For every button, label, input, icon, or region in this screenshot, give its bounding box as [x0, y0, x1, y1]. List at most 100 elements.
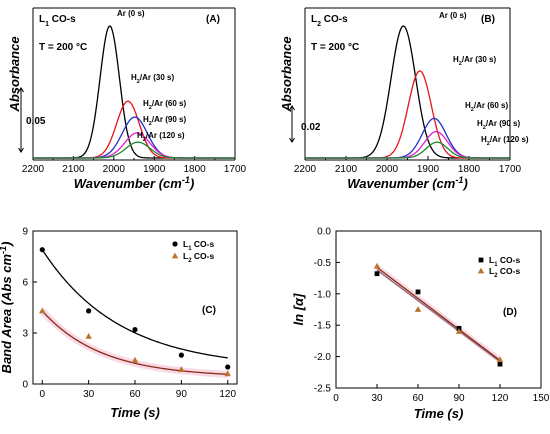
- x-tick-label: 1800: [458, 164, 481, 175]
- temperature-label: T = 200 °C: [39, 42, 87, 53]
- y-tick-label: -1.0: [314, 289, 332, 300]
- legend-marker: [171, 252, 179, 259]
- x-tick-label: 2000: [376, 164, 399, 175]
- x-tick-label: 120: [492, 393, 509, 404]
- temperature-label: T = 200 °C: [311, 42, 359, 53]
- series-label: H2/Ar (120 s): [481, 135, 529, 147]
- x-tick-label: 1700: [224, 164, 247, 175]
- panel-label: (B): [481, 14, 495, 25]
- data-point: [414, 306, 422, 312]
- data-point: [224, 370, 231, 377]
- data-point: [497, 361, 503, 367]
- x-tick-label: 150: [533, 393, 550, 404]
- y-tick-label: 0: [22, 380, 28, 391]
- series-label: Ar (0 s): [117, 9, 145, 18]
- legend-label: L1 CO-s: [489, 255, 520, 268]
- x-tick-label: 1700: [499, 164, 522, 175]
- x-tick-label: 1900: [143, 164, 166, 175]
- y-tick-label: 6: [22, 278, 28, 289]
- series-label: Ar (0 s): [439, 11, 467, 20]
- y-tick-label: 3: [22, 329, 28, 340]
- legend-marker: [172, 241, 178, 247]
- x-axis-label: Wavenumber (cm-1): [347, 175, 468, 191]
- y-tick-label: -1.5: [314, 321, 332, 332]
- data-point: [496, 356, 504, 363]
- y-tick-label: -2.0: [314, 352, 332, 363]
- data-point: [178, 366, 185, 372]
- plot-frame: [335, 230, 542, 389]
- ln-alpha-panel: 0 30 60 90 120 150 0.0 -0.5 -1.0 -1.5 -2.0 -2.5 L1 C…: [291, 227, 550, 422]
- panel-label: (A): [206, 14, 220, 25]
- panel-label: (C): [202, 305, 216, 316]
- x-axis-label: Time (s): [110, 405, 160, 420]
- y-tick-label: -0.5: [314, 258, 332, 269]
- data-point: [86, 308, 92, 314]
- spectrum-panel-a: 2200 2100 2000 1900 1800 1700 Ar (0 s) H2/Ar (3…: [7, 7, 247, 191]
- scale-bar-arrow: [289, 137, 295, 143]
- sample-label: L2 CO-s: [311, 14, 348, 28]
- fit-line: [376, 266, 501, 361]
- y-tick-label: -2.5: [314, 384, 332, 395]
- spectrum-line: [305, 70, 510, 159]
- series-label: H2/Ar (90 s): [477, 119, 520, 131]
- series-label: H2/Ar (60 s): [465, 101, 508, 113]
- x-tick-label: 2100: [335, 164, 358, 175]
- legend-label: L1 CO-s: [183, 239, 214, 252]
- series-label: H2/Ar (30 s): [131, 73, 174, 85]
- data-point: [131, 356, 139, 363]
- data-point: [373, 262, 381, 269]
- x-tick-label: 60: [412, 393, 424, 404]
- y-axis-label: ln [α]: [291, 293, 306, 326]
- data-point: [178, 352, 184, 358]
- scale-bar-arrow: [289, 105, 295, 111]
- spectrum-line: [33, 141, 235, 159]
- x-tick-label: 2200: [294, 164, 317, 175]
- legend-label: L2 CO-s: [183, 251, 214, 264]
- x-tick-label: 2100: [62, 164, 85, 175]
- spectrum-line: [33, 100, 235, 159]
- data-point: [39, 247, 45, 253]
- series-label: H2/Ar (120 s): [137, 131, 185, 143]
- data-point: [455, 328, 463, 334]
- data-point: [225, 364, 231, 370]
- series-label: H2/Ar (90 s): [143, 115, 186, 127]
- data-point: [132, 327, 138, 333]
- panel-label: (D): [503, 307, 517, 318]
- band-area-panel: 0 30 60 90 120 0 3 6 9 L1 CO-sL2 CO-s (C) Time (s) B…: [0, 227, 238, 420]
- fit-band: [39, 308, 228, 378]
- x-tick-label: 30: [371, 393, 383, 404]
- data-point: [39, 307, 46, 314]
- x-tick-label: 90: [176, 389, 188, 400]
- spectrum-panel-b: 2200 2100 2000 1900 1800 1700 Ar (0 s) H2/Ar (3…: [279, 7, 529, 191]
- y-axis-label: Absorbance: [7, 36, 22, 112]
- scale-bar-label: 0.05: [26, 116, 46, 127]
- sample-label: L1 CO-s: [39, 14, 76, 28]
- fit-line: [41, 310, 228, 375]
- series-label: H2/Ar (30 s): [453, 55, 496, 67]
- x-tick-label: 1800: [183, 164, 206, 175]
- x-tick-label: 0: [333, 393, 339, 404]
- legend-label: L2 CO-s: [489, 266, 520, 279]
- series-label: H2/Ar (60 s): [143, 99, 186, 111]
- x-tick-label: 60: [129, 389, 141, 400]
- x-axis-label: Time (s): [414, 406, 464, 421]
- y-axis-label: Band Area (Abs cm-1): [0, 242, 14, 374]
- data-point: [415, 289, 421, 295]
- x-tick-label: 1900: [417, 164, 440, 175]
- spectrum-line: [33, 132, 235, 159]
- data-point: [374, 271, 380, 277]
- y-tick-label: 9: [22, 227, 28, 238]
- scale-bar-arrow: [18, 147, 24, 153]
- x-tick-label: 2200: [22, 164, 45, 175]
- scale-bar-arrow: [18, 87, 24, 93]
- spectrum-line: [305, 141, 510, 159]
- y-axis-label: Absorbance: [279, 36, 294, 112]
- x-tick-label: 90: [453, 393, 465, 404]
- legend-marker: [477, 267, 485, 274]
- x-tick-label: 30: [83, 389, 95, 400]
- data-point: [85, 333, 92, 339]
- legend-marker: [478, 257, 484, 263]
- x-axis-label: Wavenumber (cm-1): [74, 175, 195, 191]
- scale-bar-label: 0.02: [301, 122, 321, 133]
